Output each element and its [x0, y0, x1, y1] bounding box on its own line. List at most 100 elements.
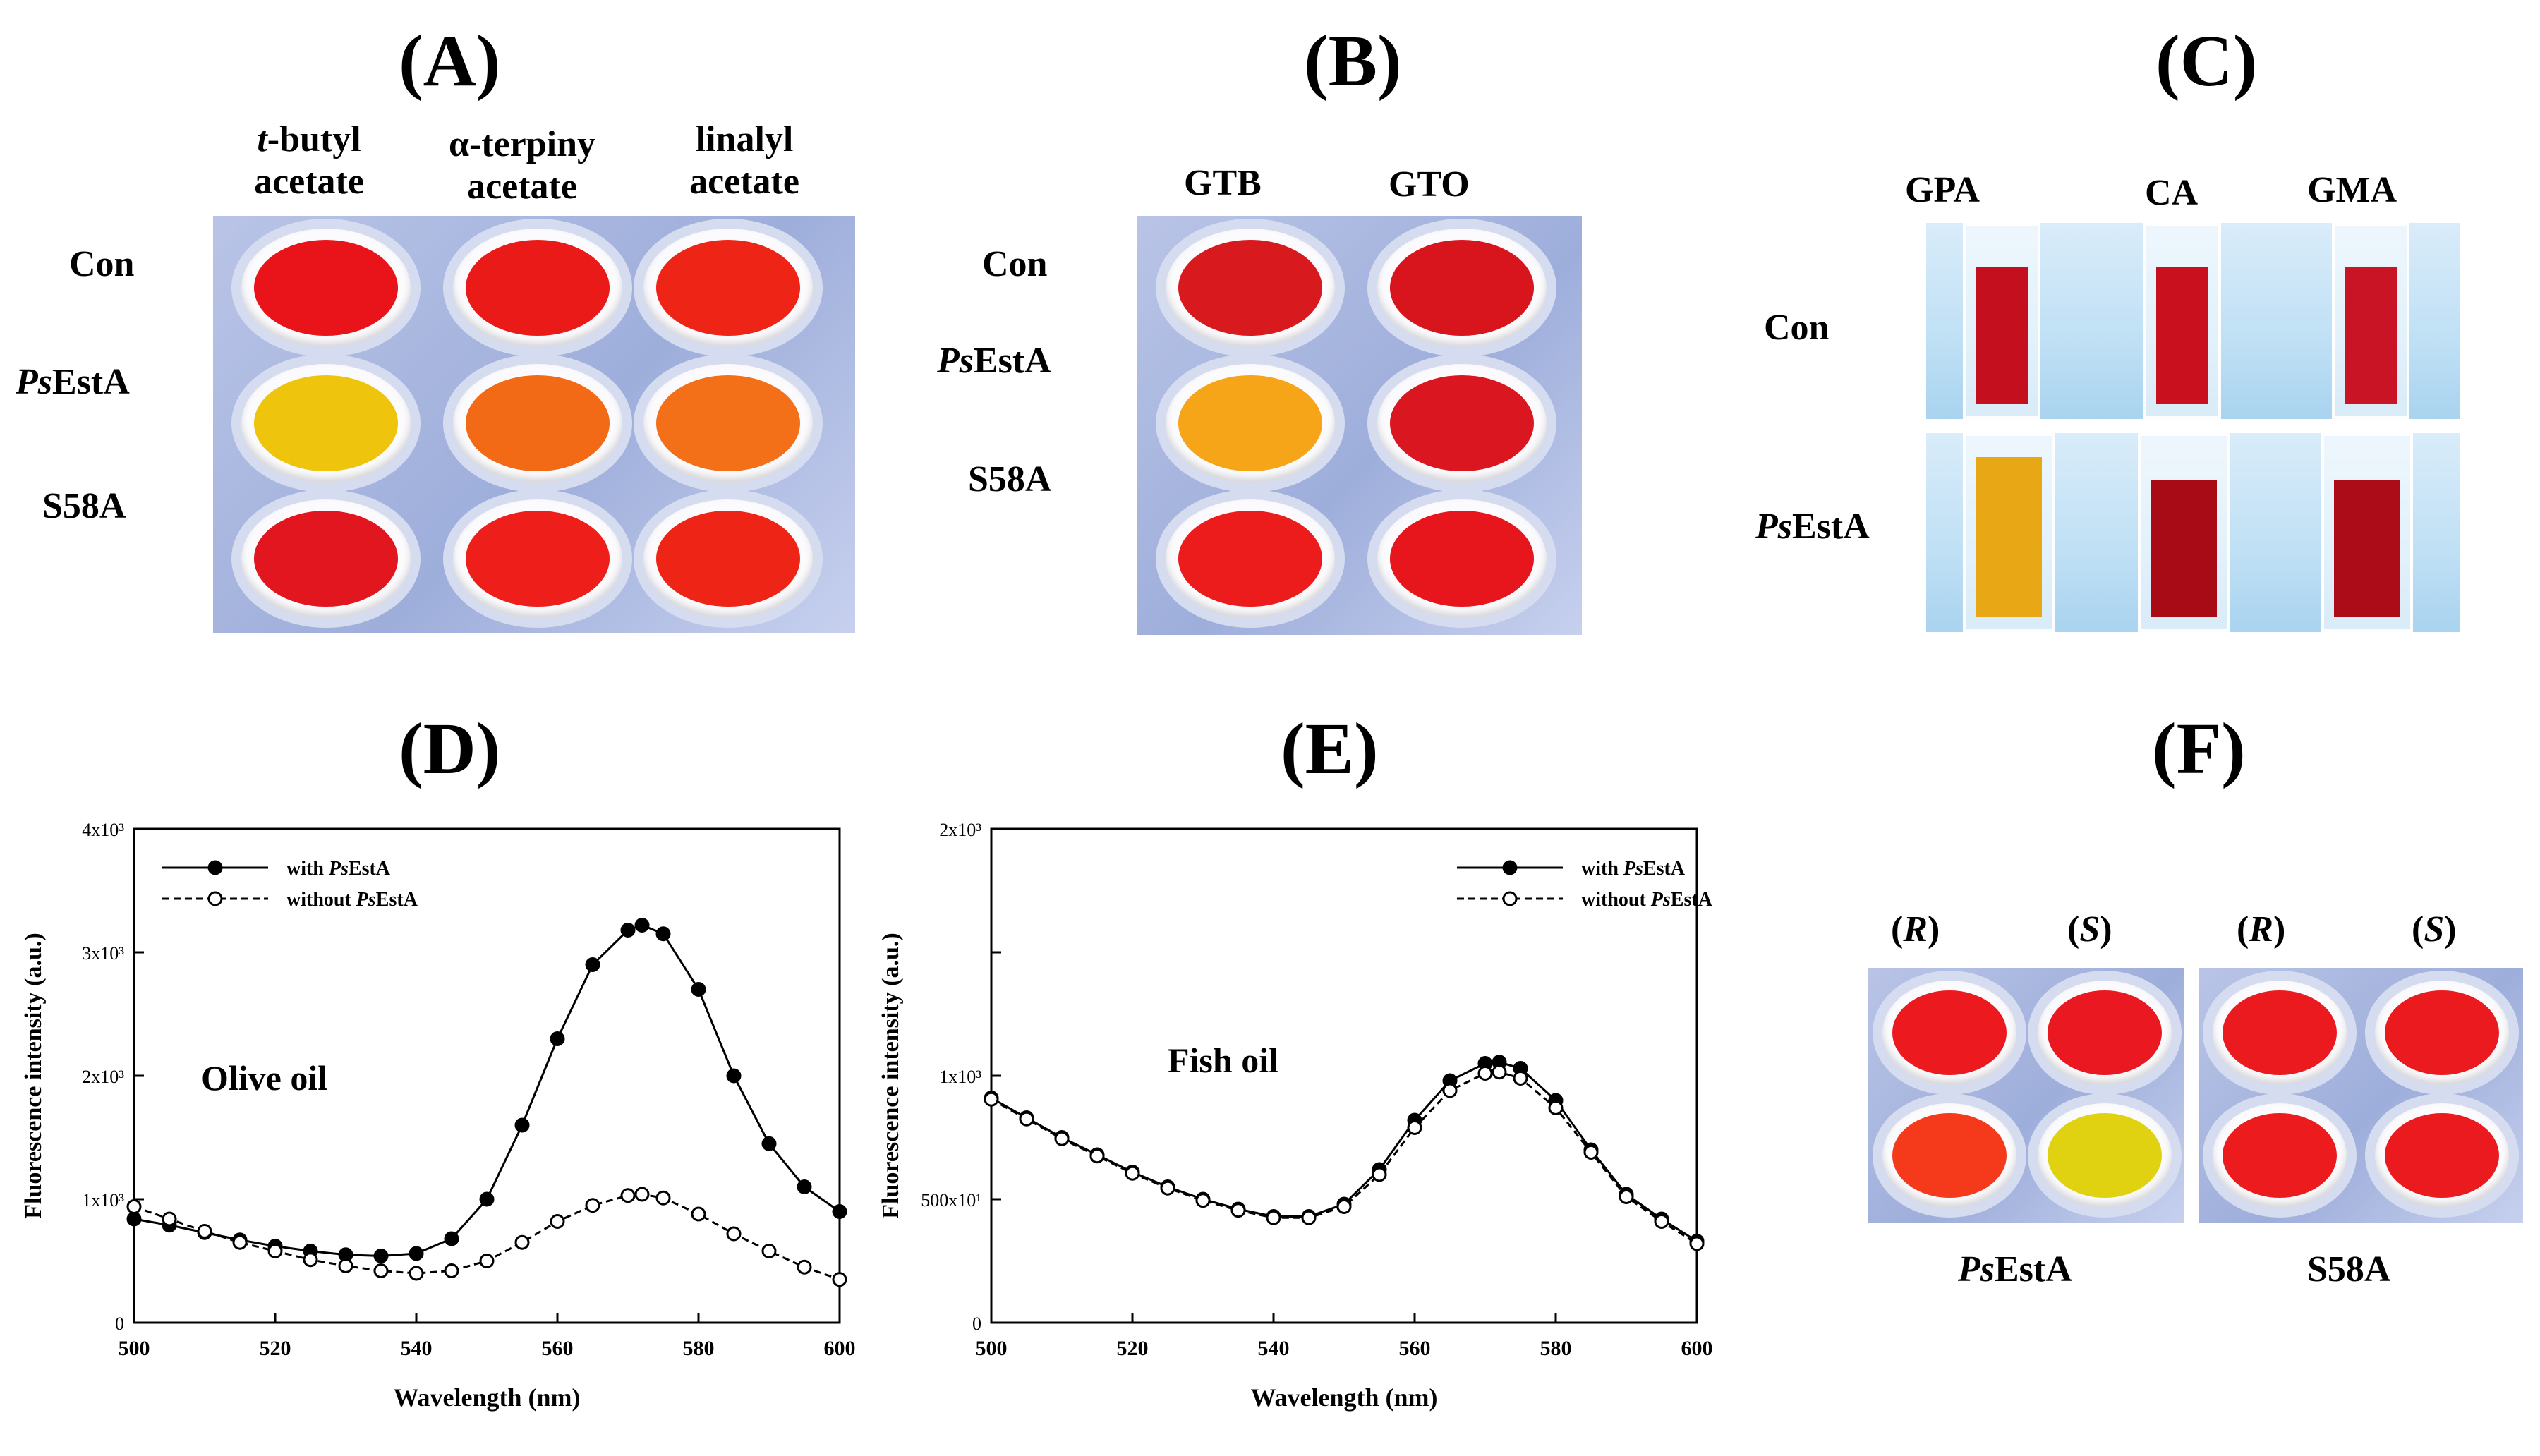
- x-tick-label: 600: [1681, 1337, 1713, 1360]
- row-label-psesta: PsEstA: [16, 362, 130, 402]
- data-point-series-1: [655, 926, 671, 942]
- data-point-series-2: [620, 1188, 636, 1203]
- legend-marker: [207, 860, 223, 875]
- cuvette-psesta-gpa: [1976, 457, 2042, 617]
- x-tick-label: 560: [542, 1337, 574, 1360]
- x-axis-label: Wavelength (nm): [394, 1383, 581, 1412]
- data-point-series-1: [797, 1179, 812, 1194]
- data-point-series-2: [1492, 1064, 1507, 1080]
- y-tick-label: 4x10³: [82, 820, 124, 840]
- data-point-series-2: [691, 1206, 706, 1222]
- x-tick-label: 520: [1117, 1337, 1149, 1360]
- data-point-series-2: [1160, 1180, 1175, 1196]
- legend-label: with PsEstA: [1581, 858, 1686, 880]
- y-tick-label: 0: [115, 1314, 124, 1334]
- well-a-s58a-3: [656, 511, 800, 607]
- well-f-psesta-s-top: [2048, 990, 2162, 1075]
- column-label-s-2: (S): [2412, 909, 2457, 950]
- column-label-s-1: (S): [2067, 909, 2112, 950]
- well-b-s58a-gtb: [1178, 511, 1322, 607]
- panel-label-f: (F): [2152, 708, 2246, 789]
- cuvette-psesta-gma: [2334, 480, 2400, 617]
- well-f-psesta-s-bottom: [2048, 1113, 2162, 1198]
- row-label-con: Con: [69, 244, 135, 284]
- data-point-series-2: [409, 1266, 424, 1281]
- x-tick-label: 520: [260, 1337, 291, 1360]
- legend-marker: [1502, 891, 1518, 906]
- x-tick-label: 580: [683, 1337, 715, 1360]
- data-point-series-2: [1583, 1145, 1599, 1160]
- row-label-s58a-b: S58A: [968, 459, 1052, 499]
- data-point-series-2: [1407, 1120, 1422, 1135]
- data-point-series-1: [832, 1204, 847, 1219]
- cuvette-con-gpa: [1976, 267, 2028, 404]
- legend-marker: [1502, 860, 1518, 875]
- data-point-series-2: [1654, 1214, 1669, 1229]
- chart-fish-oil: 500 520 540 560 580 600 0 500x10¹ 1x10³ 2x10³ Wave…: [878, 820, 1713, 1412]
- data-point-series-1: [409, 1246, 424, 1261]
- well-a-con-2: [466, 240, 610, 336]
- x-axis-label: Wavelength (nm): [1251, 1383, 1438, 1412]
- well-f-psesta-r-bottom: [1892, 1113, 2007, 1198]
- well-plate-photo-f-s58a: [2199, 968, 2523, 1223]
- cuvette-photo-con: [1926, 223, 2460, 419]
- data-point-series-2: [984, 1091, 999, 1107]
- well-b-con-gto: [1390, 240, 1534, 336]
- data-point-series-2: [1513, 1071, 1528, 1086]
- data-point-series-2: [444, 1263, 459, 1278]
- y-tick-label: 2x10³: [939, 820, 981, 840]
- row-label-psesta-c: PsEstA: [1755, 506, 1870, 547]
- well-a-con-3: [656, 240, 800, 336]
- y-tick-label: 500x10¹: [921, 1190, 981, 1211]
- data-point-series-1: [691, 982, 706, 997]
- data-point-series-2: [1054, 1131, 1070, 1146]
- data-point-series-1: [126, 1211, 142, 1227]
- data-point-series-2: [1336, 1199, 1352, 1214]
- y-tick-label: 3x10³: [82, 943, 124, 964]
- x-tick-label: 540: [1258, 1337, 1290, 1360]
- well-a-psesta-1: [254, 375, 398, 471]
- data-point-series-1: [620, 923, 636, 938]
- data-point-series-2: [303, 1252, 318, 1268]
- column-label-terpiny-acetate: α-terpiny acetate: [448, 124, 596, 207]
- x-tick-label: 500: [976, 1337, 1008, 1360]
- cuvette-con-gma: [2345, 267, 2397, 404]
- well-a-con-1: [254, 240, 398, 336]
- panel-label-b: (B): [1304, 20, 1402, 102]
- data-point-series-1: [761, 1136, 777, 1151]
- cuvette-photo-psesta: [1926, 433, 2460, 632]
- legend-label: with PsEstA: [286, 858, 391, 880]
- column-label-t-butyl-acetate: t-butyl acetate: [254, 119, 364, 202]
- row-label-psesta-b: PsEstA: [937, 341, 1051, 381]
- row-label-con-b: Con: [982, 244, 1048, 284]
- group-label-s58a: S58A: [2307, 1249, 2391, 1290]
- column-label-gma: GMA: [2307, 170, 2397, 210]
- well-b-s58a-gto: [1390, 511, 1534, 607]
- inset-label: Olive oil: [201, 1058, 327, 1098]
- well-plate-photo-f-psesta: [1868, 968, 2184, 1223]
- data-point-series-2: [1548, 1100, 1564, 1115]
- y-tick-label: 0: [972, 1314, 981, 1334]
- x-tick-label: 540: [401, 1337, 433, 1360]
- data-point-series-2: [585, 1198, 600, 1213]
- well-a-s58a-2: [466, 511, 610, 607]
- legend-label: without PsEstA: [286, 889, 418, 911]
- data-point-series-1: [726, 1068, 742, 1084]
- column-label-gpa: GPA: [1905, 170, 1980, 210]
- column-label-ca: CA: [2145, 173, 2199, 213]
- panel-label-a: (A): [399, 20, 501, 102]
- well-b-con-gtb: [1178, 240, 1322, 336]
- series-line-1: [133, 923, 840, 1258]
- data-point-series-2: [832, 1272, 847, 1287]
- data-point-series-1: [479, 1191, 495, 1207]
- well-f-s58a-s-top: [2385, 990, 2499, 1075]
- data-point-series-1: [373, 1249, 389, 1263]
- chart-olive-oil: 500 520 540 560 580 600 0 1x10³ 2x10³ 3x10³ 4x10³ W…: [20, 820, 856, 1412]
- panel-label-e: (E): [1281, 708, 1379, 789]
- legend-label: without PsEstA: [1581, 889, 1713, 911]
- data-point-series-2: [797, 1259, 812, 1275]
- data-point-series-1: [444, 1231, 459, 1246]
- series-line-2: [991, 1071, 1698, 1245]
- well-plate-photo-a: [213, 216, 855, 633]
- data-point-series-2: [1195, 1193, 1211, 1208]
